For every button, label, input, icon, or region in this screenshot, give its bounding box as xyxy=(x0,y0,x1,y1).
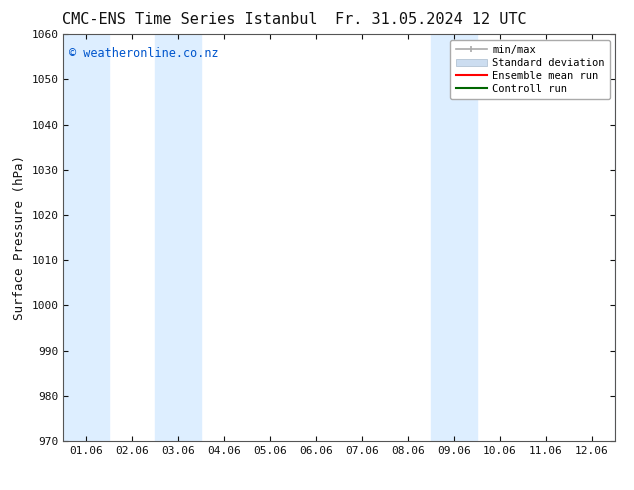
Text: Fr. 31.05.2024 12 UTC: Fr. 31.05.2024 12 UTC xyxy=(335,12,527,27)
Bar xyxy=(431,34,477,441)
Legend: min/max, Standard deviation, Ensemble mean run, Controll run: min/max, Standard deviation, Ensemble me… xyxy=(450,40,610,99)
Y-axis label: Surface Pressure (hPa): Surface Pressure (hPa) xyxy=(13,155,26,320)
Bar xyxy=(615,34,634,441)
Text: CMC-ENS Time Series Istanbul: CMC-ENS Time Series Istanbul xyxy=(63,12,318,27)
Text: © weatheronline.co.nz: © weatheronline.co.nz xyxy=(69,47,219,59)
Bar xyxy=(155,34,202,441)
Bar xyxy=(63,34,110,441)
